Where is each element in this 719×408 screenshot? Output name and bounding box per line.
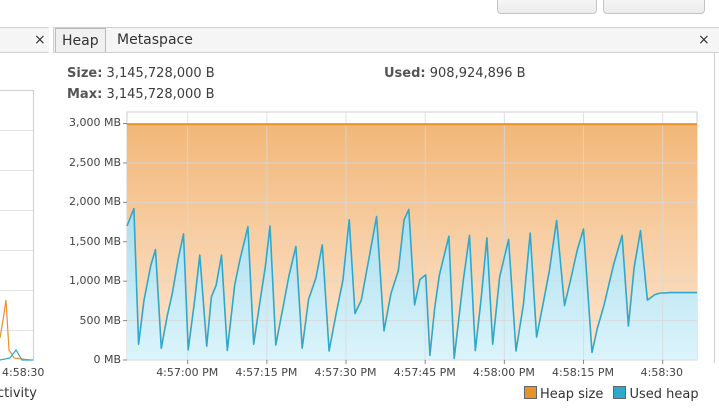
x-tick-label: 4:57:30 PM [314, 366, 377, 379]
top-button-right[interactable] [603, 0, 705, 14]
x-tick-label: 4:57:15 PM [235, 366, 298, 379]
left-close-icon[interactable]: × [34, 32, 46, 48]
y-tick-label: 1,500 MB [68, 234, 121, 248]
x-tick-label: 4:58:15 PM [552, 366, 615, 379]
legend-label-used-heap: Used heap [629, 387, 699, 402]
heap-max-value: 3,145,728,000 B [106, 87, 215, 102]
tab-heap[interactable]: Heap [55, 28, 106, 52]
heap-size-value: 3,145,728,000 B [106, 66, 215, 81]
x-tick-label: 4:58:30 [640, 366, 684, 379]
y-tick-label: 3,000 MB [68, 116, 121, 130]
top-button-left[interactable] [497, 0, 597, 14]
legend-label-heap-size: Heap size [540, 387, 604, 402]
left-chart-area [0, 90, 34, 361]
used-heap-line [126, 207, 697, 360]
right-tab-strip [53, 27, 719, 53]
y-tick-label: 500 MB [79, 313, 121, 327]
left-heap-line [0, 299, 31, 361]
y-tick-label: 1,000 MB [68, 274, 121, 288]
heap-max-label: Max: [67, 87, 103, 102]
left-x-tick: 4:58:30 [2, 366, 45, 379]
heap-size-label: Size: [67, 66, 103, 81]
y-tick-label: 0 MB [93, 353, 121, 366]
y-tick-label: 2,500 MB [68, 155, 121, 169]
heap-used-value: 908,924,896 B [429, 66, 526, 81]
left-used-line [0, 348, 33, 361]
right-close-icon[interactable]: × [698, 32, 710, 48]
left-mini-chart [0, 299, 33, 361]
heap-used-label: Used: [384, 66, 426, 81]
x-tick-label: 4:58:00 PM [472, 366, 535, 379]
heap-max-info: Max: 3,145,728,000 B [67, 87, 215, 102]
left-legend-fragment: ctivity [0, 386, 37, 401]
tab-metaspace[interactable]: Metaspace [117, 32, 193, 48]
used-heap-area [127, 208, 697, 360]
legend-swatch-used-heap [613, 386, 627, 399]
x-tick-label: 4:57:00 PM [156, 366, 219, 379]
heap-size-info: Size: 3,145,728,000 B [67, 66, 215, 81]
heap-used-info: Used: 908,924,896 B [384, 66, 526, 81]
right-panel-border [714, 53, 715, 363]
legend-swatch-heap-size [524, 386, 537, 399]
y-tick-label: 2,000 MB [68, 195, 121, 209]
x-tick-label: 4:57:45 PM [393, 366, 456, 379]
chart-legend: Heap size Used heap [524, 386, 699, 402]
left-tab-strip [0, 27, 49, 53]
